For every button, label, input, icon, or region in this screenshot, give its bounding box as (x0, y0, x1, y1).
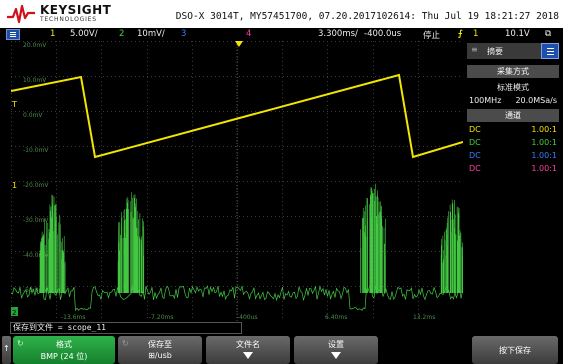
x-axis-tick-label: 6.40ms (325, 314, 347, 321)
timebase-value[interactable]: 3.300ms/ (318, 29, 358, 39)
keysight-logo-icon (7, 4, 35, 24)
bandwidth-value: 100MHz (469, 96, 502, 105)
channel-coupling: DC (469, 164, 481, 173)
settings-label: 设置 (328, 340, 344, 349)
press-to-save-label: 按下保存 (499, 346, 531, 355)
device-info: DSO-X 3014T, MY57451700, 07.20.201710261… (175, 11, 559, 22)
settings-softkey[interactable]: 设置 (294, 336, 378, 364)
press-to-save-softkey[interactable]: 按下保存 (472, 336, 558, 364)
format-label: 格式 (56, 340, 72, 349)
summary-tab-label: 摘要 (487, 47, 503, 56)
brand-name: KEYSIGHT (40, 3, 112, 17)
save-to-file-path: 保存到文件 = scope_11 (10, 322, 242, 334)
back-button[interactable]: ↑ (2, 336, 11, 364)
channel-probe-ratio: 1.00:1 (531, 125, 557, 134)
ch3-number[interactable]: 3 (181, 29, 187, 39)
x-axis-tick-label: -13.6ms (61, 314, 86, 321)
panel-menu-icon-line (547, 54, 554, 55)
x-axis-tick-label: 13.2ms (413, 314, 435, 321)
ch4-number[interactable]: 4 (246, 29, 252, 39)
ch1-ground-marker[interactable]: 1 (12, 181, 17, 190)
trigger-level-marker[interactable]: T (11, 100, 17, 109)
brand-subtitle: TECHNOLOGIES (40, 16, 97, 23)
header-bar: KEYSIGHT TECHNOLOGIES DSO-X 3014T, MY574… (0, 0, 563, 28)
menu-icon-line (10, 36, 16, 37)
submenu-arrow-icon (331, 352, 341, 359)
channels-title: 通道 (467, 109, 559, 122)
softkey-bar: ↑ ↻ 格式 BMP (24 位) ↻ 保存至 ⊞/usb 文件名 设置 按下保… (0, 334, 563, 364)
format-softkey[interactable]: ↻ 格式 BMP (24 位) (13, 336, 115, 364)
channel-coupling: DC (469, 125, 481, 134)
ch2-ground-marker-box[interactable] (11, 307, 18, 316)
knob-icon: ↻ (122, 339, 129, 348)
channel-probe-ratio: 1.00:1 (531, 138, 557, 147)
y-axis-tick-label: -40.0mV (23, 252, 49, 259)
main-menu-button[interactable] (6, 29, 20, 40)
channel-row-2: DC 1.00:1 (469, 138, 557, 149)
panel-menu-icon-line (547, 48, 554, 49)
ch2-scale[interactable]: 10mV/ (137, 29, 165, 39)
filename-softkey[interactable]: 文件名 (206, 336, 290, 364)
y-axis-tick-label: -20.0mV (23, 182, 49, 189)
format-value: BMP (24 位) (40, 352, 88, 361)
submenu-arrow-icon (243, 352, 253, 359)
channel-coupling: DC (469, 151, 481, 160)
ch1-number[interactable]: 1 (50, 29, 56, 39)
ch1-scale[interactable]: 5.00V/ (70, 29, 98, 39)
y-axis-tick-label: -30.0mV (23, 217, 49, 224)
save-to-softkey[interactable]: ↻ 保存至 ⊞/usb (118, 336, 202, 364)
menu-icon-line (10, 34, 16, 35)
summary-tab[interactable]: ≡ 摘要 (467, 43, 559, 59)
trigger-position-marker-icon[interactable] (235, 41, 243, 47)
channel-row-1: DC 1.00:1 (469, 125, 557, 136)
panel-menu-icon-line (547, 51, 554, 52)
bandwidth-row: 100MHz 20.0MSa/s (469, 96, 557, 107)
trigger-level[interactable]: 10.1V (505, 29, 530, 39)
channel-probe-ratio: 1.00:1 (531, 164, 557, 173)
run-stop-state[interactable]: 停止 (423, 31, 441, 41)
acquisition-mode: 标准模式 (497, 83, 529, 92)
sample-rate-value: 20.0MSa/s (515, 96, 557, 105)
up-arrow-icon: ↑ (3, 344, 10, 353)
waveform-area[interactable]: 20.0mV 10.0mV 0.0mV -10.0mV -20.0mV -30.0mV -4… (11, 41, 463, 321)
channel-row-3: DC 1.00:1 (469, 151, 557, 162)
list-icon: ≡ (471, 45, 478, 54)
scope-display[interactable]: 20.0mV 10.0mV 0.0mV -10.0mV -20.0mV -30.0mV -4… (11, 41, 463, 321)
y-axis-tick-label: -10.0mV (23, 147, 49, 154)
save-to-label: 保存至 (148, 340, 172, 349)
x-axis-tick-label: -7.20ms (149, 314, 174, 321)
filename-label: 文件名 (236, 340, 260, 349)
x-axis-labels: -13.6ms -7.20ms -400us 6.40ms 13.2ms (61, 314, 435, 321)
save-to-value: ⊞/usb (148, 351, 172, 360)
channel-probe-ratio: 1.00:1 (531, 151, 557, 160)
summary-panel: ≡ 摘要 采集方式 标准模式 100MHz 20.0MSa/s 通道 DC 1.… (464, 41, 563, 331)
acquisition-title: 采集方式 (467, 65, 559, 78)
y-axis-tick-label: 10.0mV (23, 77, 47, 84)
ch2-spike-bursts (39, 183, 463, 293)
trigger-edge-icon: ⨍ (458, 29, 463, 39)
display-window-icon[interactable]: ⧉ (545, 29, 552, 39)
y-axis-tick-label: 20.0mV (23, 42, 47, 49)
delay-value[interactable]: -400.0us (364, 29, 402, 39)
ch2-noise-trace (11, 284, 463, 312)
channel-row-4: DC 1.00:1 (469, 164, 557, 175)
knob-icon: ↻ (17, 339, 24, 348)
ch2-number[interactable]: 2 (119, 29, 125, 39)
channel-coupling: DC (469, 138, 481, 147)
trigger-source-number: 1 (473, 29, 479, 39)
panel-menu-button[interactable] (541, 43, 559, 59)
menu-icon-line (10, 32, 16, 33)
ch2-ground-marker[interactable]: 2 (12, 309, 16, 317)
y-axis-tick-label: 0.0mV (23, 112, 43, 119)
graticule-grid (11, 41, 463, 321)
channel-status-bar: 1 5.00V/ 2 10mV/ 3 4 3.300ms/ -400.0us 停… (0, 28, 563, 41)
x-axis-tick-label: -400us (237, 314, 258, 321)
ch1-sawtooth-trace (11, 73, 463, 159)
